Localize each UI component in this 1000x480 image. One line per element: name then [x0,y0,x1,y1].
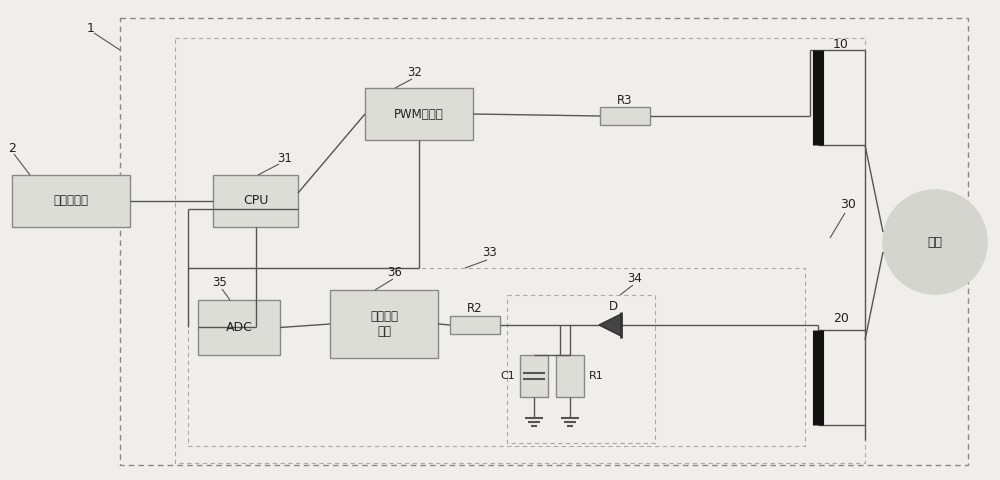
Text: 10: 10 [833,38,849,51]
Bar [365,88,473,140]
Text: 30: 30 [840,199,856,212]
Bar [450,316,500,334]
Bar [120,18,968,465]
Bar [507,295,655,443]
Circle shape [883,190,987,294]
Bar [330,290,438,358]
Text: R3: R3 [617,94,633,107]
Text: D: D [608,300,618,313]
Text: R1: R1 [589,371,604,381]
Text: 前置摄像头: 前置摄像头 [54,194,88,207]
Text: C1: C1 [500,371,515,381]
Bar [213,175,298,227]
Bar [175,38,865,463]
Bar [600,107,650,125]
Text: ADC: ADC [226,321,252,334]
Text: 36: 36 [388,266,402,279]
Text: R2: R2 [467,302,483,315]
Text: 32: 32 [408,65,422,79]
Text: 信号放大
单元: 信号放大 单元 [370,310,398,338]
Text: 33: 33 [483,247,497,260]
Bar [12,175,130,227]
Polygon shape [599,314,621,336]
Text: PWM发生器: PWM发生器 [394,108,444,120]
Bar [520,355,548,397]
Bar [198,300,280,355]
Bar [188,268,805,446]
Text: 2: 2 [8,142,16,155]
Bar [556,355,584,397]
Text: 31: 31 [277,152,292,165]
Text: 1: 1 [87,22,95,35]
Text: 皮肤: 皮肤 [928,236,942,249]
Text: 35: 35 [213,276,227,289]
Text: 34: 34 [628,272,642,285]
Text: CPU: CPU [243,194,268,207]
Text: 20: 20 [833,312,849,324]
